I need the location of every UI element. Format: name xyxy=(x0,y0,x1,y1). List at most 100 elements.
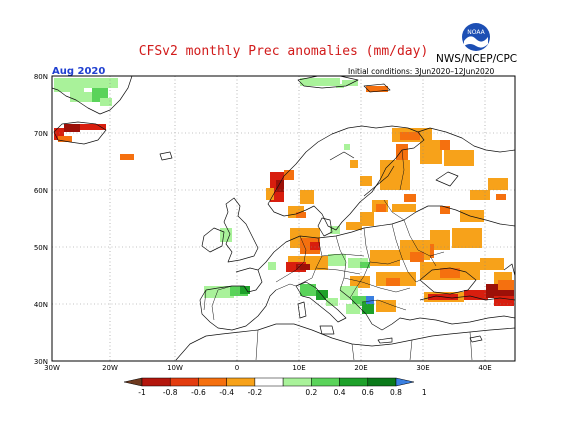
anomaly-cell-light_orange xyxy=(380,160,410,190)
anomaly-cell-light_green xyxy=(300,78,340,86)
anomaly-cell-light_green xyxy=(70,92,94,102)
noaa-logo-text: NOAA xyxy=(467,29,485,36)
anomaly-cell-light_green xyxy=(346,304,360,314)
anomaly-cell-light_orange xyxy=(420,140,442,164)
colorbar-right-arrow xyxy=(395,377,415,387)
anomaly-cell-light_orange xyxy=(266,188,274,200)
anomaly-cell-dark_green xyxy=(362,302,374,314)
anomaly-cell-red xyxy=(54,128,64,140)
colorbar-bin xyxy=(367,377,397,387)
lat-label: 70N xyxy=(34,130,48,138)
anomaly-cell-orange xyxy=(284,170,294,180)
colorbar-label: 0.4 xyxy=(334,388,346,397)
anomaly-cell-light_green xyxy=(54,78,84,92)
lon-label: 20E xyxy=(354,364,367,372)
anomaly-cell-light_green xyxy=(336,84,344,88)
lon-label: 30W xyxy=(44,364,60,372)
colorbar-bin xyxy=(254,377,284,387)
anomaly-cell-green xyxy=(360,262,370,268)
anomaly-cell-orange xyxy=(58,136,72,142)
anomaly-cell-orange xyxy=(400,132,420,140)
lat-label: 50N xyxy=(34,244,48,252)
colorbar-bin xyxy=(311,377,340,387)
lat-label: 30N xyxy=(34,358,48,366)
anomaly-cell-light_orange xyxy=(346,222,362,230)
anomaly-cell-green xyxy=(230,286,248,296)
anomaly-cell-orange xyxy=(410,252,424,262)
anomaly-cell-light_orange xyxy=(376,300,396,312)
coastlines xyxy=(51,75,516,361)
lat-label: 40N xyxy=(34,301,48,309)
anomaly-cell-light_green xyxy=(268,262,276,270)
anomaly-cell-light_green xyxy=(100,98,112,106)
anomaly-cells xyxy=(54,78,514,314)
anomaly-cell-orange xyxy=(366,86,388,92)
anomaly-cell-light_orange xyxy=(470,190,490,200)
anomaly-cell-light_orange xyxy=(452,228,482,248)
anomaly-cell-orange xyxy=(296,212,306,218)
colorbar-bin xyxy=(339,377,369,387)
graticule xyxy=(52,76,515,361)
colorbar-label: 0.6 xyxy=(362,388,374,397)
anomaly-cell-orange xyxy=(404,194,416,202)
anomaly-cell-dark_red xyxy=(64,124,80,132)
colorbar-label: -0.4 xyxy=(219,388,234,397)
anomaly-cell-light_orange xyxy=(460,210,484,222)
lon-label: 30E xyxy=(416,364,429,372)
anomaly-cell-orange xyxy=(120,154,134,160)
anomaly-cell-light_orange xyxy=(300,190,314,204)
anomaly-cell-light_orange xyxy=(370,250,400,266)
lon-label: 40E xyxy=(478,364,491,372)
colorbar-bin xyxy=(226,377,256,387)
anomaly-cell-light_orange xyxy=(444,150,474,166)
anomaly-cell-orange xyxy=(440,268,460,278)
colorbar-label: -0.2 xyxy=(248,388,263,397)
colorbar-label: 1 xyxy=(422,388,427,397)
initial-conditions: Initial conditions: 3Jun2020–12Jun2020 xyxy=(348,67,495,76)
lon-label: 20W xyxy=(102,364,118,372)
colorbar-bin xyxy=(198,377,227,387)
lon-label: 0 xyxy=(235,364,239,372)
colorbar-bin xyxy=(282,377,312,387)
anomaly-cell-light_green xyxy=(348,258,368,268)
anomaly-cell-red xyxy=(464,290,488,300)
anomaly-cell-light_orange xyxy=(488,178,508,190)
anomaly-cell-light_orange xyxy=(360,212,374,226)
anomaly-cell-dark_red xyxy=(296,264,310,270)
anomaly-cell-orange xyxy=(498,280,514,290)
lon-label: 10W xyxy=(167,364,183,372)
anomaly-cell-dark_green xyxy=(240,286,250,294)
colorbar-label: 0.2 xyxy=(305,388,317,397)
anomaly-cell-light_green xyxy=(342,80,358,86)
map-frame xyxy=(51,75,516,362)
colorbar-left-arrow xyxy=(123,377,143,387)
anomaly-cell-green xyxy=(300,284,316,296)
anomaly-cell-light_green xyxy=(330,226,340,234)
anomaly-cell-green xyxy=(352,296,366,306)
colorbar-bin xyxy=(141,377,171,387)
map-title: CFSv2 monthly Prec anomalies (mm/day) xyxy=(138,44,429,59)
anomaly-cell-red xyxy=(494,296,514,306)
colorbar-label: -0.6 xyxy=(191,388,206,397)
anomaly-cell-light_green xyxy=(328,254,346,266)
anomaly-cell-light_green xyxy=(344,144,350,150)
anomaly-cell-orange xyxy=(440,206,450,214)
noaa-logo: NOAA xyxy=(461,22,491,52)
anomaly-cell-light_green xyxy=(84,78,118,88)
borders xyxy=(203,149,473,361)
anomaly-cell-light_green xyxy=(220,228,232,242)
anomaly-cell-light_orange xyxy=(392,204,416,212)
colorbar: -1 -0.8 -0.6 -0.4 -0.2 0.2 0.4 0.6 0.8 1 xyxy=(123,377,427,397)
lon-label: 10E xyxy=(292,364,305,372)
latitude-labels: 80N 70N 60N 50N 40N 30N xyxy=(34,73,48,366)
forecast-period: Aug 2020 xyxy=(52,66,106,77)
colorbar-label: -0.8 xyxy=(163,388,178,397)
lat-label: 60N xyxy=(34,187,48,195)
anomaly-cell-light_orange xyxy=(480,258,504,270)
anomaly-cell-red xyxy=(310,242,320,250)
anomaly-cell-red xyxy=(80,124,106,130)
anomaly-cell-light_orange xyxy=(350,160,358,168)
anomaly-cell-light_orange xyxy=(430,230,450,250)
anomaly-cell-orange xyxy=(386,278,400,286)
anomaly-cell-light_orange xyxy=(460,262,480,280)
